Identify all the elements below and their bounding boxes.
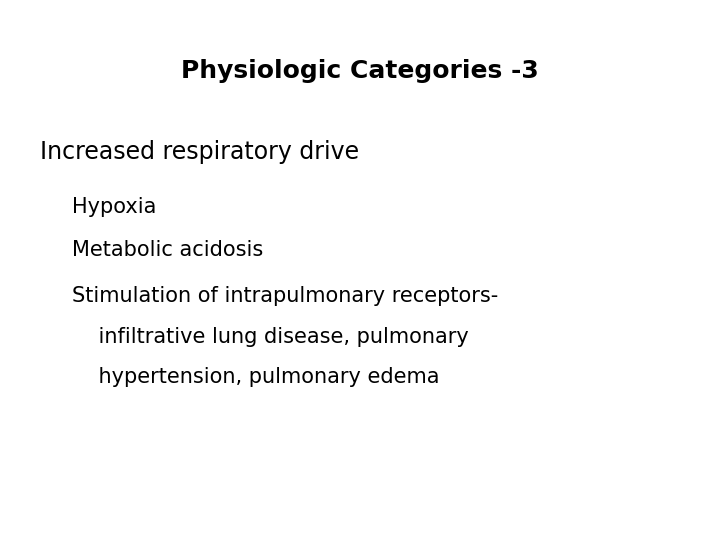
- Text: Increased respiratory drive: Increased respiratory drive: [40, 140, 359, 164]
- Text: Physiologic Categories -3: Physiologic Categories -3: [181, 59, 539, 83]
- Text: infiltrative lung disease, pulmonary: infiltrative lung disease, pulmonary: [72, 327, 469, 347]
- Text: hypertension, pulmonary edema: hypertension, pulmonary edema: [72, 367, 439, 387]
- Text: Metabolic acidosis: Metabolic acidosis: [72, 240, 264, 260]
- Text: Stimulation of intrapulmonary receptors-: Stimulation of intrapulmonary receptors-: [72, 286, 498, 306]
- Text: Hypoxia: Hypoxia: [72, 197, 156, 217]
